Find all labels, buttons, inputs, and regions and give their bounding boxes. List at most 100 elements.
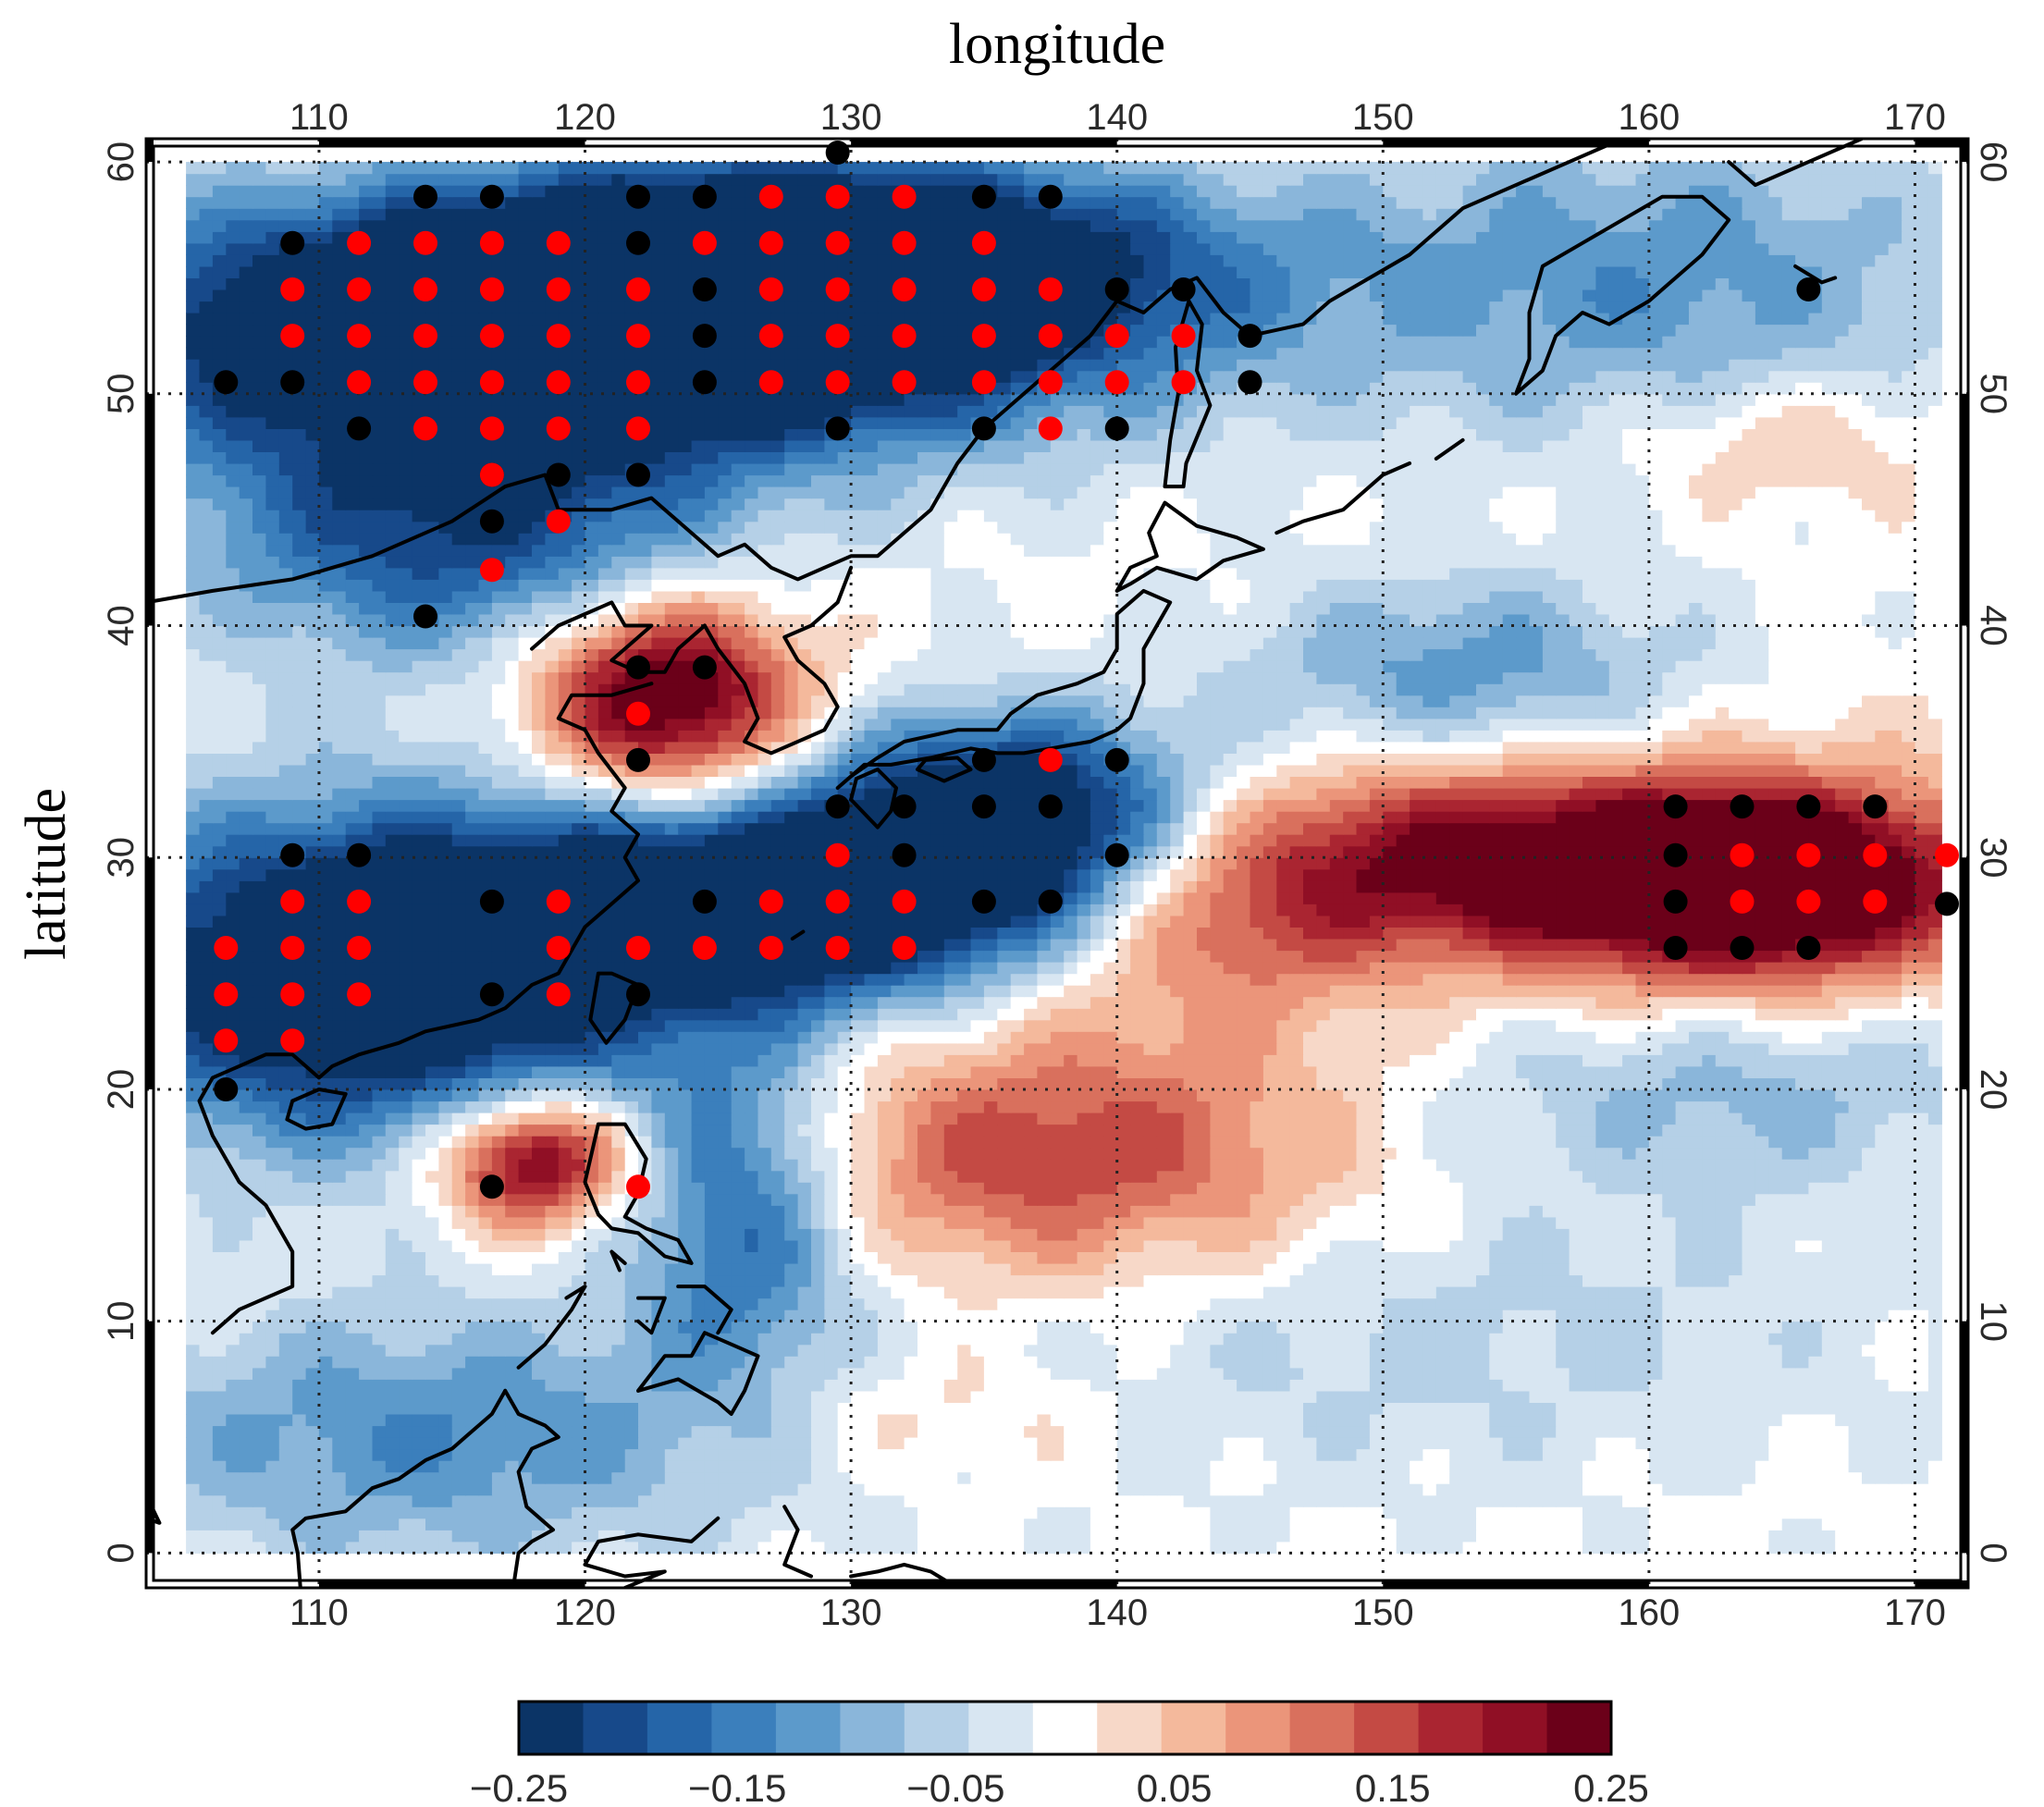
colorbar: −0.25 −0.15 −0.05 0.05 0.15 0.25 <box>470 1700 1649 1807</box>
lat-tick-label-left: 10 <box>101 1300 142 1342</box>
coastline-segment <box>782 1505 813 1579</box>
significant-point-red <box>347 277 372 301</box>
map-frame <box>144 137 1970 1590</box>
significant-point-red <box>1863 889 1888 914</box>
significant-point-red <box>546 889 571 914</box>
significant-point-red <box>892 324 917 349</box>
significant-point-red <box>280 936 305 960</box>
significant-point-black <box>1730 936 1755 960</box>
lon-tick-label-top: 140 <box>1086 97 1148 138</box>
coastline-segment <box>676 1285 733 1335</box>
coastline-segment <box>1163 299 1213 489</box>
significant-point-red <box>825 370 850 395</box>
significant-point-red <box>479 230 504 255</box>
colorbar-swatch <box>1418 1702 1484 1754</box>
significant-point-black <box>1730 794 1755 819</box>
significant-point-red <box>546 277 571 301</box>
significant-point-red <box>825 936 850 960</box>
significant-point-red <box>971 230 996 255</box>
latitude-ticks-right: 0 10 20 30 40 50 60 <box>1973 141 2013 1564</box>
significant-point-black <box>892 842 917 867</box>
significant-point-black <box>692 370 717 395</box>
coastline-segment <box>1727 139 1864 188</box>
significant-point-red <box>1171 370 1196 395</box>
significant-point-red <box>413 370 437 395</box>
colorbar-swatch <box>1097 1702 1163 1754</box>
significant-point-red <box>546 324 571 349</box>
significant-point-black <box>413 604 437 629</box>
significant-point-black <box>1104 277 1129 301</box>
significant-point-black <box>1104 842 1129 867</box>
significant-point-red <box>347 324 372 349</box>
significant-point-red <box>825 842 850 867</box>
significant-point-black <box>546 462 571 487</box>
significant-point-black <box>1663 936 1688 960</box>
lat-tick-label-right: 20 <box>1973 1069 2013 1111</box>
lat-tick-label-left: 30 <box>101 837 142 879</box>
significant-point-red <box>546 416 571 441</box>
significant-point-black <box>1104 416 1129 441</box>
significant-point-black <box>1863 794 1888 819</box>
lat-tick-label-right: 40 <box>1973 605 2013 646</box>
coastline-segment <box>583 1516 720 1588</box>
coastline-segment <box>1114 500 1265 593</box>
significant-point-black <box>1038 184 1063 209</box>
significant-point-black <box>626 982 650 1007</box>
significant-point-red <box>280 277 305 301</box>
coastline-segment <box>1274 461 1412 535</box>
significant-point-black <box>692 184 717 209</box>
coastline-segment <box>530 600 707 674</box>
lat-lon-gridlines <box>146 139 1968 1588</box>
coastline-segment <box>583 1122 694 1265</box>
significant-point-black <box>971 184 996 209</box>
significant-point-red <box>1104 324 1129 349</box>
significant-point-red <box>214 1028 239 1053</box>
significant-point-red <box>1038 370 1063 395</box>
significant-point-black <box>1796 794 1821 819</box>
significant-point-red <box>413 230 437 255</box>
significant-point-black <box>892 794 917 819</box>
colorbar-swatches <box>519 1702 1612 1754</box>
colorbar-swatch <box>1546 1702 1612 1754</box>
significant-point-red <box>825 230 850 255</box>
lon-tick-label-top: 120 <box>554 97 616 138</box>
lon-tick-label-top: 160 <box>1619 97 1681 138</box>
significant-point-black <box>626 184 650 209</box>
significant-point-black <box>1237 370 1262 395</box>
significant-point-red <box>1171 324 1196 349</box>
significant-point-black <box>479 509 504 534</box>
colorbar-swatch <box>519 1702 584 1754</box>
significant-point-black <box>1104 747 1129 772</box>
coastline-segment <box>849 1562 960 1588</box>
colorbar-swatch <box>1289 1702 1355 1754</box>
coastline-segment <box>790 929 806 940</box>
significant-point-red <box>214 936 239 960</box>
significant-point-red <box>892 370 917 395</box>
significant-point-red <box>971 324 996 349</box>
significant-point-red <box>758 184 783 209</box>
significant-point-red <box>1104 370 1129 395</box>
significant-point-black <box>280 842 305 867</box>
significant-point-black <box>1663 842 1688 867</box>
anomaly-field <box>186 162 1942 1554</box>
significant-point-red <box>1038 324 1063 349</box>
significant-point-red <box>692 936 717 960</box>
y-axis-title: latitude <box>15 788 78 960</box>
significant-point-red <box>347 936 372 960</box>
significant-point-red <box>892 230 917 255</box>
significant-point-red <box>825 277 850 301</box>
colorbar-tick-label: −0.25 <box>470 1766 568 1807</box>
significant-point-black <box>825 141 850 165</box>
significant-point-red <box>479 558 504 583</box>
longitude-ticks-top: 110 120 130 140 150 160 170 <box>289 97 1946 138</box>
significant-point-black <box>214 1077 239 1101</box>
coastline-segment <box>1434 437 1465 461</box>
significant-point-red <box>413 324 437 349</box>
significant-point-black <box>626 747 650 772</box>
significant-point-black <box>971 416 996 441</box>
significant-point-black <box>1935 891 1959 916</box>
coastline-segment <box>588 971 640 1045</box>
lat-tick-label-right: 10 <box>1973 1300 2013 1342</box>
significant-point-red <box>892 889 917 914</box>
significant-point-black <box>626 462 650 487</box>
